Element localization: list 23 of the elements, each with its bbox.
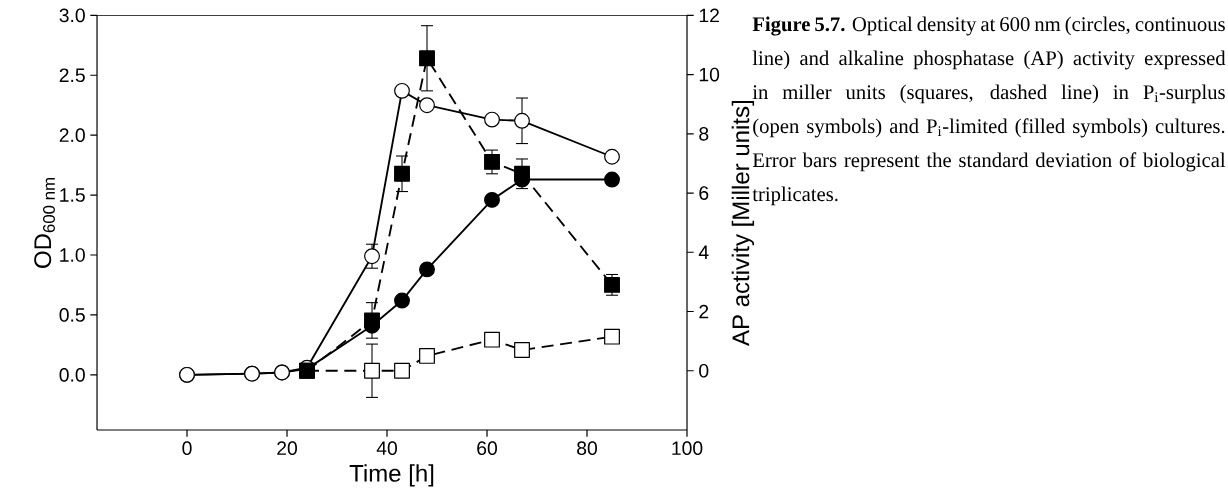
y2-tick-label: 8 [699,126,709,141]
y-tick-label: 2.5 [59,68,85,83]
y-tick-label: 2.0 [59,128,85,143]
x-tick-label: 80 [577,441,597,456]
y2-axis-title: AP activity [Miller units] [731,101,755,346]
x-tick-label: 60 [477,441,497,456]
y2-tick-label: 12 [699,8,719,23]
x-tick-label: 0 [182,441,192,456]
y-tick-label: 1.5 [60,188,85,202]
y2-tick-label: 2 [699,304,709,319]
y-axis-title: OD$_{600 nm}$ [34,178,55,268]
x-tick-label: 100 [672,441,703,456]
y-tick-label: 3.0 [59,8,85,23]
y2-tick-label: 6 [699,186,709,200]
y2-tick-label: 4 [698,245,709,259]
y-tick-label: 1.0 [60,248,85,262]
y2-tick-label: 0 [699,363,709,378]
y-tick-label: 0.0 [59,368,85,382]
y2-tick-label: 10 [699,67,720,82]
x-tick-label: 40 [376,441,397,456]
y-tick-label: 0.5 [59,308,85,322]
x-axis-title: Time [h] [349,464,434,487]
x-tick-label: 20 [277,441,297,456]
